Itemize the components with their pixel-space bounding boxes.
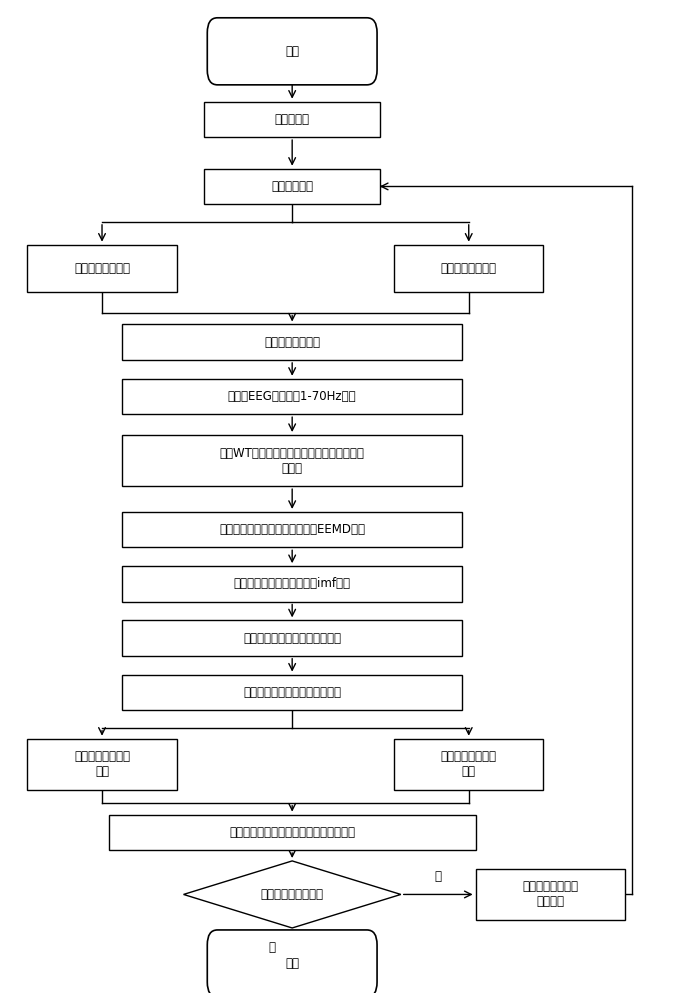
- FancyBboxPatch shape: [27, 739, 177, 790]
- FancyBboxPatch shape: [123, 435, 462, 486]
- FancyBboxPatch shape: [123, 566, 462, 602]
- Text: 是否达到注意力要求: 是否达到注意力要求: [261, 888, 324, 901]
- Text: 否: 否: [435, 870, 441, 883]
- FancyBboxPatch shape: [394, 739, 543, 790]
- Text: 制定或调整注意力
训练计划: 制定或调整注意力 训练计划: [523, 880, 578, 908]
- FancyBboxPatch shape: [123, 512, 462, 547]
- FancyBboxPatch shape: [475, 869, 625, 920]
- FancyBboxPatch shape: [394, 245, 543, 292]
- Text: 训练完成后，对注意力训练效果进行评价: 训练完成后，对注意力训练效果进行评价: [229, 826, 356, 839]
- Text: 集中性注意力训练: 集中性注意力训练: [74, 262, 130, 275]
- Text: 选择训练人员: 选择训练人员: [271, 180, 313, 193]
- FancyBboxPatch shape: [204, 102, 380, 137]
- Text: 持久性注意力训练: 持久性注意力训练: [441, 262, 497, 275]
- FancyBboxPatch shape: [123, 675, 462, 710]
- Text: 集中性注意力训练
场景: 集中性注意力训练 场景: [74, 750, 130, 778]
- FancyBboxPatch shape: [109, 815, 475, 850]
- Text: 进行WT分解，并排选出与眼电伪迹相关的小
波成分: 进行WT分解，并排选出与眼电伪迹相关的小 波成分: [220, 447, 365, 475]
- Text: 开始: 开始: [286, 45, 299, 58]
- Text: 将眼电伪迹相关的小波成分进行EEMD分解: 将眼电伪迹相关的小波成分进行EEMD分解: [219, 523, 365, 536]
- FancyBboxPatch shape: [123, 620, 462, 656]
- Text: 结束: 结束: [286, 957, 299, 970]
- Text: 设置阈値，将与眼电相关的imf去除: 设置阈値，将与眼电相关的imf去除: [234, 577, 351, 590]
- FancyBboxPatch shape: [123, 324, 462, 360]
- Text: 脑电信号在线采集: 脑电信号在线采集: [264, 336, 320, 349]
- Text: 对原始EEG信号进行1-70Hz滤波: 对原始EEG信号进行1-70Hz滤波: [228, 390, 356, 403]
- Text: 是: 是: [268, 941, 275, 954]
- FancyBboxPatch shape: [123, 379, 462, 414]
- Text: 访问数据库: 访问数据库: [274, 113, 310, 126]
- Text: 提取注意力特征，进行特征转换: 提取注意力特征，进行特征转换: [243, 686, 341, 699]
- FancyBboxPatch shape: [207, 930, 377, 997]
- FancyBboxPatch shape: [207, 18, 377, 85]
- FancyBboxPatch shape: [27, 245, 177, 292]
- Polygon shape: [184, 861, 401, 928]
- Text: 进行重构，得到纯净的脑电信号: 进行重构，得到纯净的脑电信号: [243, 632, 341, 645]
- Text: 持久性注意力训练
场景: 持久性注意力训练 场景: [441, 750, 497, 778]
- FancyBboxPatch shape: [204, 169, 380, 204]
